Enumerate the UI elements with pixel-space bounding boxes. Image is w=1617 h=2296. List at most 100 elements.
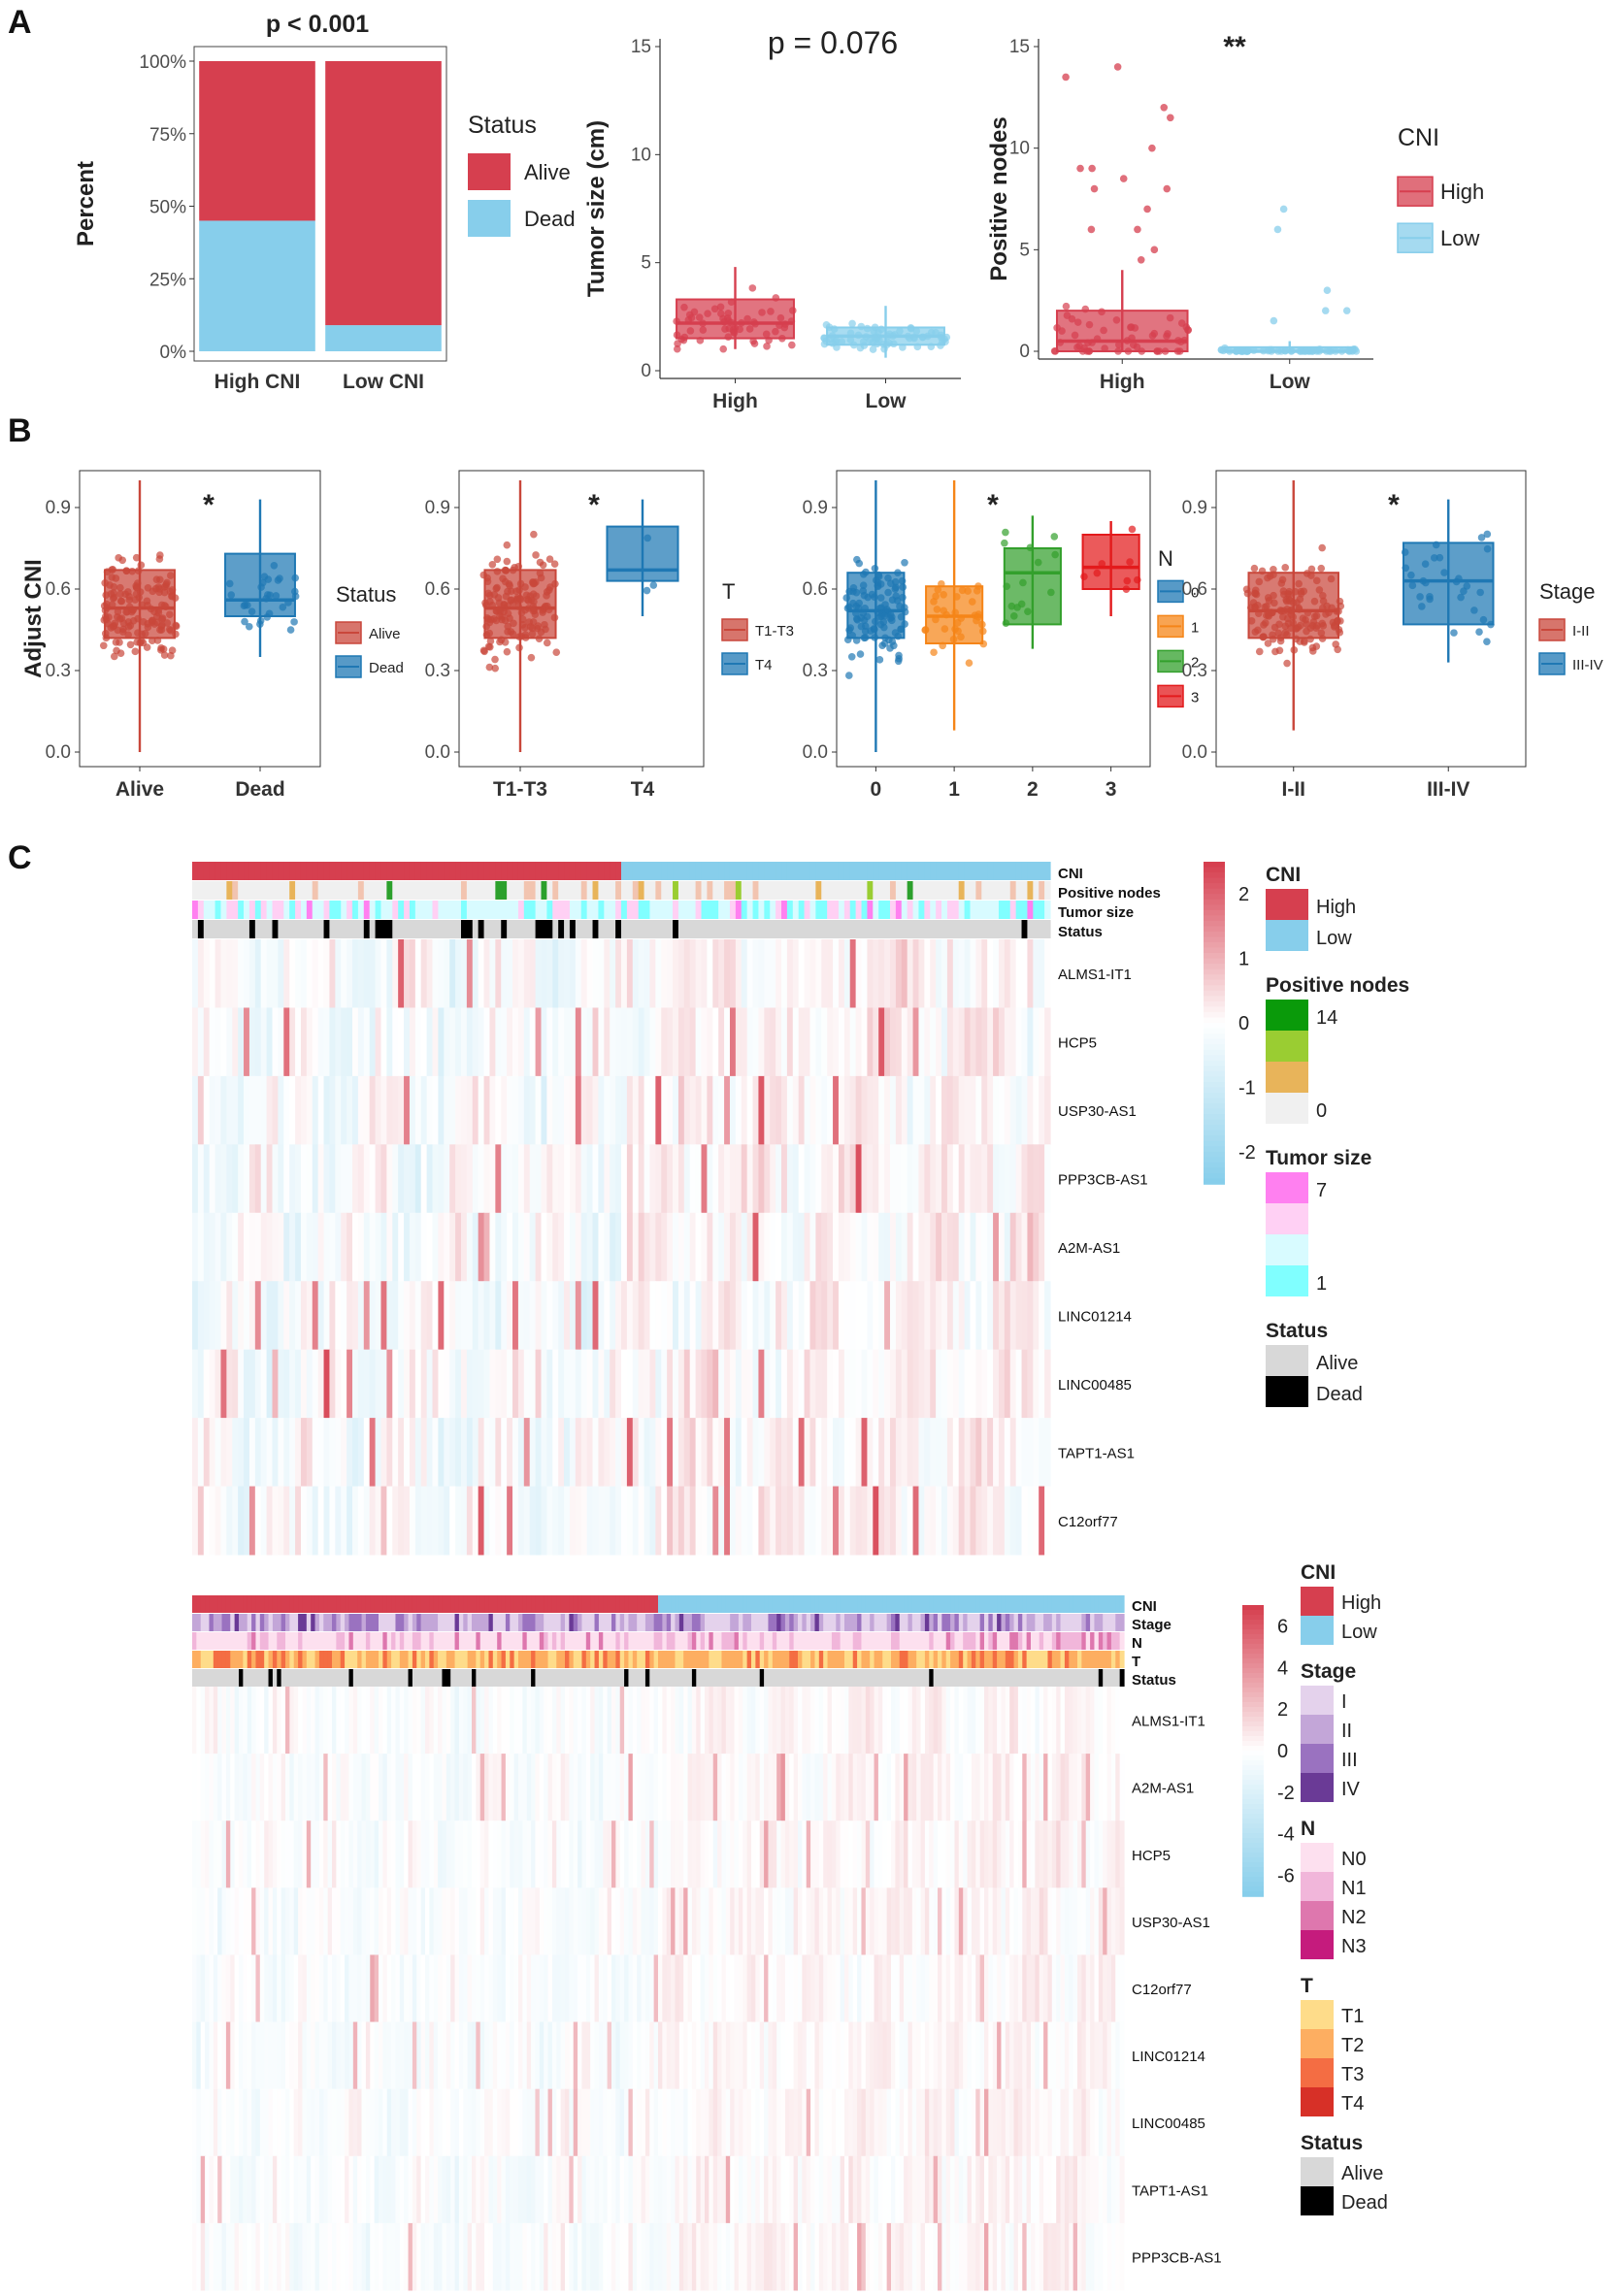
data-point xyxy=(1277,579,1286,587)
heatmap-cell xyxy=(738,1820,743,1888)
annotation-cell xyxy=(526,1614,532,1631)
heatmap-cell xyxy=(1085,1687,1091,1755)
annotation-cell xyxy=(510,1595,515,1613)
annotation-cell xyxy=(632,1632,638,1650)
annotation-cell xyxy=(1106,1632,1112,1650)
heatmap-cell xyxy=(483,1212,491,1282)
heatmap-cell xyxy=(843,1349,851,1419)
annotation-cell xyxy=(581,1632,587,1650)
data-point xyxy=(1122,585,1131,593)
annotation-cell xyxy=(746,1632,752,1650)
heatmap-cell xyxy=(789,1754,795,1821)
annotation-cell xyxy=(248,881,256,900)
annotation-cell xyxy=(547,1614,553,1631)
annotation-cell xyxy=(874,1632,879,1650)
annotation-cell xyxy=(865,1669,871,1687)
annotation-cell xyxy=(558,881,565,900)
heatmap-cell xyxy=(420,1144,428,1214)
heatmap-cell xyxy=(930,1212,937,1282)
annotation-cell xyxy=(916,1651,922,1668)
annotation-cell xyxy=(192,920,199,938)
annotation-cell xyxy=(746,920,754,938)
heatmap-cell xyxy=(615,1820,621,1888)
heatmap-cell xyxy=(295,939,302,1008)
annotation-cell xyxy=(786,920,794,938)
annotation-cell xyxy=(907,862,914,880)
annotation-cell xyxy=(433,1669,439,1687)
annotation-cell xyxy=(369,862,377,880)
heatmap-cell xyxy=(220,1349,227,1419)
heatmap-cell xyxy=(751,1820,756,1888)
annotation-cell xyxy=(840,1595,845,1613)
heatmap-cell xyxy=(848,1687,854,1755)
heatmap-cell xyxy=(248,1486,256,1556)
annotation-cell xyxy=(695,862,703,880)
annotation-cell xyxy=(585,1669,591,1687)
heatmap-cell xyxy=(1022,1820,1028,1888)
annotation-cell xyxy=(277,1595,282,1613)
heatmap-cell xyxy=(192,1418,199,1488)
data-point xyxy=(1315,586,1324,594)
annotation-cell xyxy=(878,881,885,900)
heatmap-cell xyxy=(306,1754,312,1821)
x-tick-label: 3 xyxy=(1106,778,1117,801)
heatmap-cell xyxy=(624,1687,630,1755)
heatmap-cell xyxy=(712,1075,719,1145)
heatmap-cell xyxy=(272,1007,279,1077)
annotation-cell xyxy=(209,1669,214,1687)
heatmap-cell xyxy=(827,1281,834,1351)
annotation-cell xyxy=(357,862,365,880)
heatmap-cell xyxy=(260,1144,268,1214)
heatmap-cell xyxy=(895,1281,903,1351)
heatmap-cell xyxy=(712,1212,719,1282)
annotation-cell xyxy=(886,1632,892,1650)
data-point xyxy=(876,594,885,602)
scale-bar-segment xyxy=(1204,1033,1225,1040)
heatmap-cell xyxy=(507,1075,513,1145)
heatmap-cell xyxy=(369,939,377,1008)
heatmap-cell xyxy=(1110,1687,1116,1755)
annotation-cell xyxy=(336,1669,342,1687)
heatmap-cell xyxy=(272,1349,279,1419)
annotation-cell xyxy=(426,862,434,880)
scale-bar-segment xyxy=(1204,1172,1225,1180)
heatmap-cell xyxy=(592,1007,600,1077)
heatmap-cell xyxy=(446,1754,451,1821)
annotation-cell xyxy=(1013,1595,1019,1613)
annotation-cell xyxy=(695,901,703,919)
annotation-cell xyxy=(644,1614,650,1631)
heatmap-cell xyxy=(861,1144,869,1214)
annotation-cell xyxy=(964,862,972,880)
heatmap-cell xyxy=(677,1144,685,1214)
heatmap-cell xyxy=(831,1820,837,1888)
heatmap-cell xyxy=(874,1820,879,1888)
annotation-cell xyxy=(649,1632,655,1650)
heatmap-cell xyxy=(295,1144,302,1214)
data-point xyxy=(892,592,901,600)
annotation-cell xyxy=(501,901,508,919)
annotation-cell xyxy=(963,1632,969,1650)
heatmap-cell xyxy=(946,1007,954,1077)
annotation-cell xyxy=(501,862,508,880)
heatmap-cell xyxy=(912,1281,920,1351)
annotation-cell xyxy=(446,1595,451,1613)
annotation-cell xyxy=(386,1632,392,1650)
heatmap-cell xyxy=(484,1687,490,1755)
legend-key xyxy=(1266,1031,1308,1062)
heatmap-cell xyxy=(592,939,600,1008)
heatmap-cell xyxy=(547,1687,553,1755)
heatmap-cell xyxy=(404,1754,410,1821)
heatmap-cell xyxy=(626,939,634,1008)
heatmap-cell xyxy=(981,1212,988,1282)
annotation-cell xyxy=(346,920,353,938)
annotation-cell xyxy=(810,1669,816,1687)
heatmap-cell xyxy=(916,1754,922,1821)
heatmap-cell xyxy=(873,939,879,1008)
annotation-cell xyxy=(776,1632,782,1650)
annotation-cell xyxy=(416,1651,422,1668)
annotation-cell xyxy=(908,1669,913,1687)
heatmap-cell xyxy=(918,939,925,1008)
heatmap-cell xyxy=(409,1007,416,1077)
annotation-cell xyxy=(541,901,547,919)
